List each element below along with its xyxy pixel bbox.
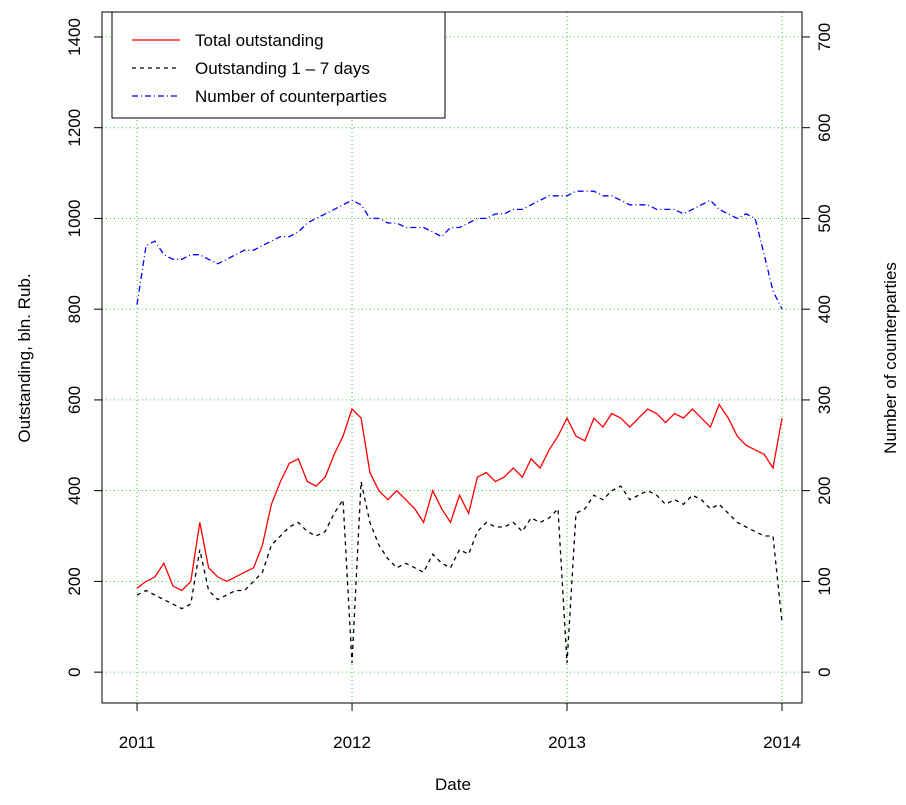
y2-tick-label: 500 bbox=[815, 204, 834, 232]
y2-tick-label: 0 bbox=[815, 667, 834, 676]
x-tick-label: 2012 bbox=[333, 733, 371, 752]
series-line bbox=[136, 403, 783, 592]
y2-tick-label: 400 bbox=[815, 295, 834, 323]
y-tick-label: 0 bbox=[65, 667, 84, 676]
y2-tick-label: 100 bbox=[815, 567, 834, 595]
legend-label: Outstanding 1 – 7 days bbox=[195, 59, 370, 78]
series-line bbox=[136, 481, 783, 664]
y-tick-label: 1400 bbox=[65, 18, 84, 56]
x-tick-label: 2014 bbox=[763, 733, 801, 752]
y2-tick-label: 700 bbox=[815, 23, 834, 51]
x-axis-label: Date bbox=[435, 775, 471, 794]
y-tick-label: 1200 bbox=[65, 109, 84, 147]
y2-tick-label: 600 bbox=[815, 114, 834, 142]
legend-box bbox=[111, 11, 446, 119]
legend-label: Total outstanding bbox=[195, 31, 324, 50]
series-line bbox=[136, 190, 783, 310]
x-tick-label: 2013 bbox=[548, 733, 586, 752]
y-axis-label: Outstanding, bln. Rub. bbox=[15, 273, 34, 442]
y2-tick-label: 300 bbox=[815, 386, 834, 414]
x-tick-label: 2011 bbox=[119, 733, 156, 752]
legend-label: Number of counterparties bbox=[195, 87, 387, 106]
y-tick-label: 800 bbox=[65, 295, 84, 323]
y-tick-label: 600 bbox=[65, 386, 84, 414]
y-tick-label: 1000 bbox=[65, 200, 84, 238]
y-tick-label: 400 bbox=[65, 476, 84, 504]
y-tick-label: 200 bbox=[65, 567, 84, 595]
plot-frame bbox=[101, 11, 803, 704]
y2-tick-label: 200 bbox=[815, 476, 834, 504]
y2-axis-label: Number of counterparties bbox=[881, 262, 900, 454]
